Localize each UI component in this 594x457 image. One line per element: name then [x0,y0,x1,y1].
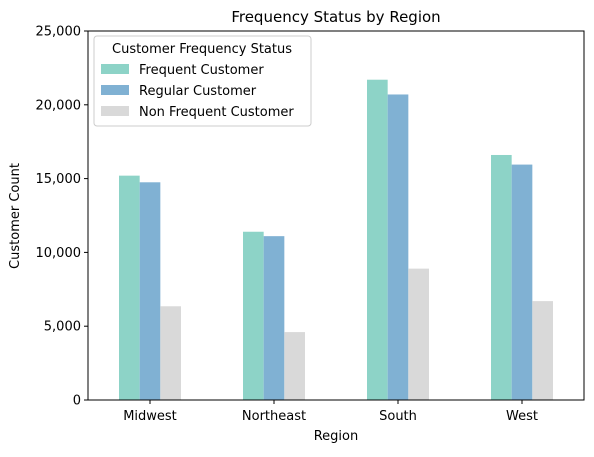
plot-frame [87,30,585,401]
legend-swatch [101,106,129,116]
bar-south-regular-customer [387,94,409,400]
y-tick-label: 15,000 [36,172,82,187]
bar-northeast-non-frequent-customer [284,332,305,400]
y-axis-label: Customer Count [8,163,23,269]
x-tick-label: South [379,409,417,424]
legend-title: Customer Frequency Status [112,42,292,57]
x-axis-label: Region [314,429,359,444]
x-tick-label: Northeast [242,409,306,424]
bar-northeast-regular-customer [263,236,285,400]
y-axis-ticks: 0 5,000 10,000 15,000 20,000 25,000 [36,25,88,409]
legend-swatch [101,85,129,95]
legend-label: Regular Customer [139,84,257,99]
bars-group [119,79,553,401]
bar-west-frequent-customer [491,154,512,400]
bar-midwest-frequent-customer [119,175,140,400]
bar-midwest-regular-customer [139,182,161,400]
bar-south-frequent-customer [367,79,388,401]
y-tick-label: 20,000 [36,98,82,113]
chart-title: Frequency Status by Region [231,8,440,26]
legend-box [93,35,312,127]
y-tick-label: 10,000 [36,246,82,261]
x-axis-ticks: Midwest Northeast South West [123,400,538,424]
bar-south-non-frequent-customer [408,268,429,400]
legend-label: Frequent Customer [139,63,264,78]
bar-west-regular-customer [511,164,533,400]
legend-items: Frequent Customer Regular Customer Non Fre… [101,63,294,120]
legend-label: Non Frequent Customer [139,105,294,120]
bar-northeast-frequent-customer [243,231,264,400]
bar-west-non-frequent-customer [532,301,553,400]
x-tick-label: West [506,409,538,424]
legend-swatch [101,64,129,74]
y-tick-label: 25,000 [36,25,82,40]
y-tick-label: 0 [73,394,81,409]
y-tick-label: 5,000 [44,320,81,335]
bar-midwest-non-frequent-customer [160,306,181,400]
x-tick-label: Midwest [123,409,177,424]
legend: Customer Frequency Status Frequent Custo… [93,35,312,127]
